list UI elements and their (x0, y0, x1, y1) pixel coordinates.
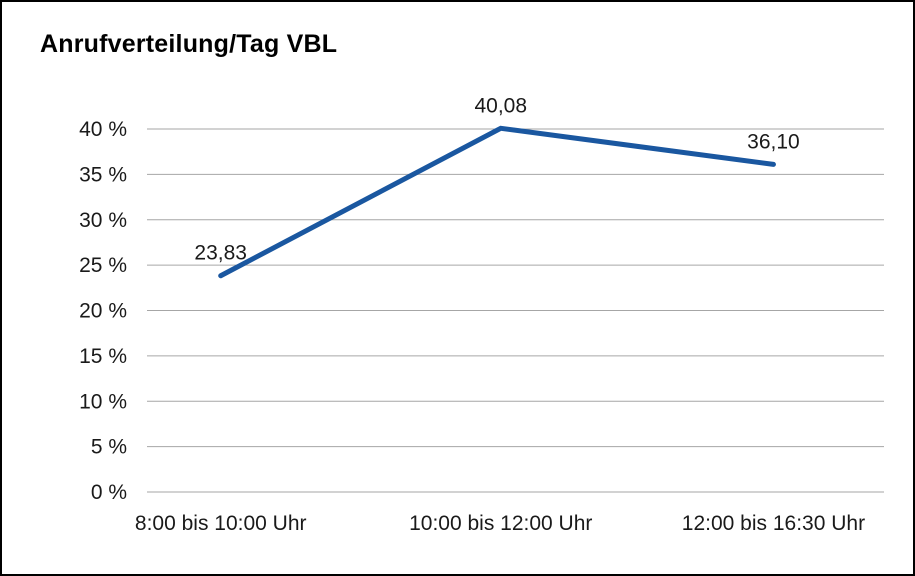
data-point-label: 23,83 (194, 242, 247, 265)
y-tick-label: 35 % (79, 163, 127, 186)
y-tick-label: 5 % (91, 436, 127, 459)
y-tick-label: 10 % (79, 390, 127, 413)
x-category-label: 12:00 bis 16:30 Uhr (682, 512, 865, 535)
x-category-label: 8:00 bis 10:00 Uhr (135, 512, 307, 535)
data-point-label: 36,10 (747, 130, 800, 153)
y-tick-label: 30 % (79, 209, 127, 232)
data-point-label: 40,08 (474, 94, 527, 117)
y-tick-label: 0 % (91, 481, 127, 504)
y-tick-label: 25 % (79, 254, 127, 277)
y-tick-label: 20 % (79, 300, 127, 323)
x-category-label: 10:00 bis 12:00 Uhr (409, 512, 592, 535)
y-tick-label: 15 % (79, 345, 127, 368)
chart-title: Anrufverteilung/Tag VBL (40, 30, 338, 58)
series-line (218, 125, 776, 279)
y-tick-label: 40 % (79, 118, 127, 141)
